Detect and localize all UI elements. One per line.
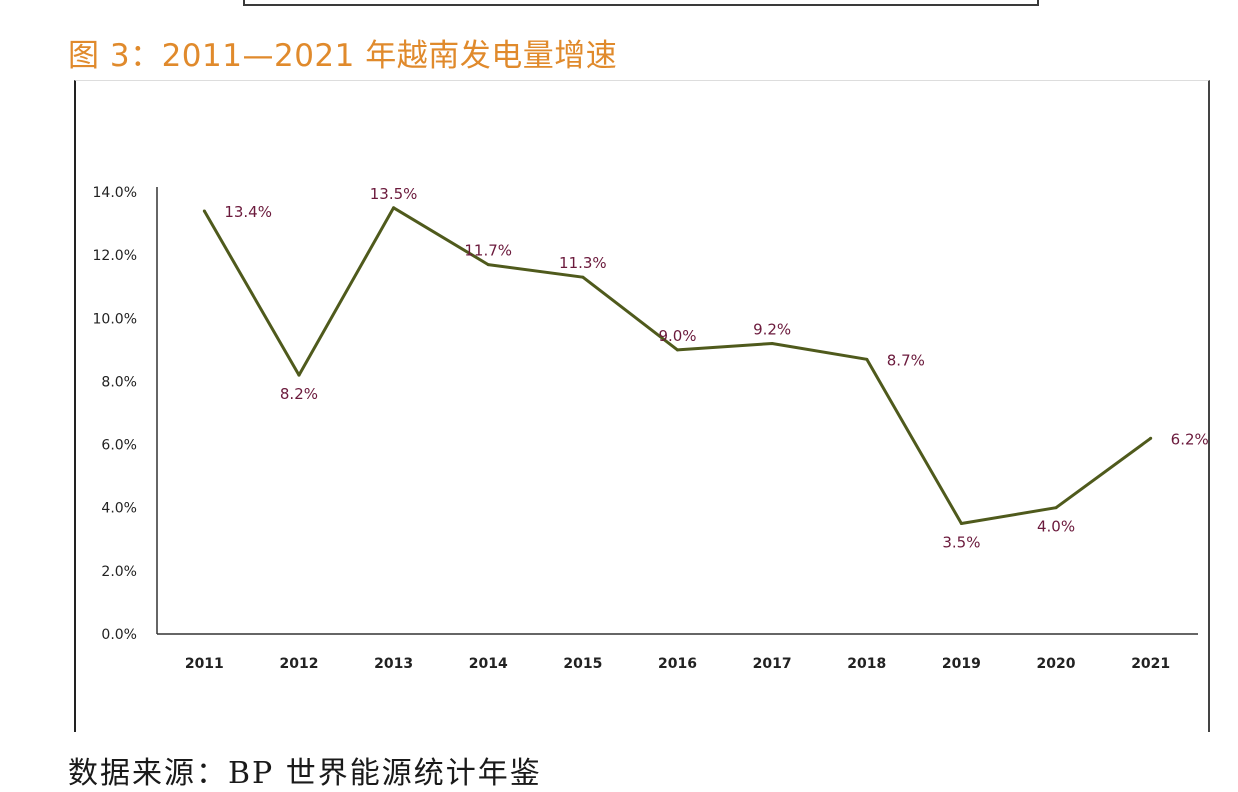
data-label: 4.0% xyxy=(1037,518,1075,536)
data-point xyxy=(202,209,206,213)
x-tick-label: 2013 xyxy=(374,656,413,672)
data-point xyxy=(392,206,396,210)
y-tick-label: 2.0% xyxy=(101,564,137,580)
x-tick-label: 2012 xyxy=(279,656,318,672)
y-tick-label: 4.0% xyxy=(101,501,137,517)
data-point xyxy=(676,348,679,352)
x-tick-label: 2014 xyxy=(469,656,508,672)
x-tick-label: 2017 xyxy=(753,656,792,672)
data-label: 13.5% xyxy=(370,185,418,203)
data-point xyxy=(770,342,774,346)
data-label: 6.2% xyxy=(1171,430,1209,448)
x-tick-label: 2020 xyxy=(1037,656,1076,672)
figure-title: 图 3：2011—2021 年越南发电量增速 xyxy=(68,38,618,74)
data-point xyxy=(1149,436,1153,440)
chart-frame xyxy=(74,80,1210,732)
x-tick-label: 2019 xyxy=(942,656,981,672)
data-point xyxy=(1054,506,1058,510)
y-tick-label: 6.0% xyxy=(101,438,137,454)
x-tick-label: 2016 xyxy=(658,656,697,672)
x-tick-label: 2021 xyxy=(1131,656,1170,672)
y-tick-label: 0.0% xyxy=(101,627,137,643)
data-label: 9.0% xyxy=(658,327,696,345)
data-point xyxy=(959,522,963,525)
data-point xyxy=(581,275,585,279)
y-tick-label: 8.0% xyxy=(101,374,137,390)
top-frame-remnant xyxy=(243,0,1039,6)
data-label: 9.2% xyxy=(753,321,791,339)
data-point xyxy=(486,263,490,267)
data-label: 8.7% xyxy=(887,351,925,369)
series-line xyxy=(203,206,1152,525)
data-label: 11.7% xyxy=(464,242,512,260)
x-tick-label: 2011 xyxy=(185,656,224,672)
y-tick-label: 10.0% xyxy=(93,311,137,327)
y-tick-label: 14.0% xyxy=(93,185,137,201)
data-labels: 13.4% 8.2% 13.5% 11.7% 11.3% 9.0% 9.2% 8.7% 3.5%… xyxy=(224,185,1208,552)
y-tick-label: 12.0% xyxy=(93,248,137,264)
series-group xyxy=(202,206,1153,525)
x-tick-label: 2015 xyxy=(563,656,602,672)
data-point xyxy=(865,357,869,361)
data-label: 13.4% xyxy=(224,203,272,221)
y-axis: 0.0% 2.0% 4.0% 6.0% 8.0% 10.0% 12.0% 14.0% xyxy=(93,185,158,643)
data-source-note: 数据来源：BP 世界能源统计年鉴 xyxy=(68,756,542,791)
data-label: 8.2% xyxy=(280,385,318,403)
x-tick-label: 2018 xyxy=(847,656,886,672)
data-label: 11.3% xyxy=(559,254,607,272)
data-point xyxy=(297,373,301,377)
data-label: 3.5% xyxy=(942,534,980,552)
x-axis: 2011 2012 2013 2014 2015 2016 2017 2018 2019 2020… xyxy=(157,633,1198,672)
